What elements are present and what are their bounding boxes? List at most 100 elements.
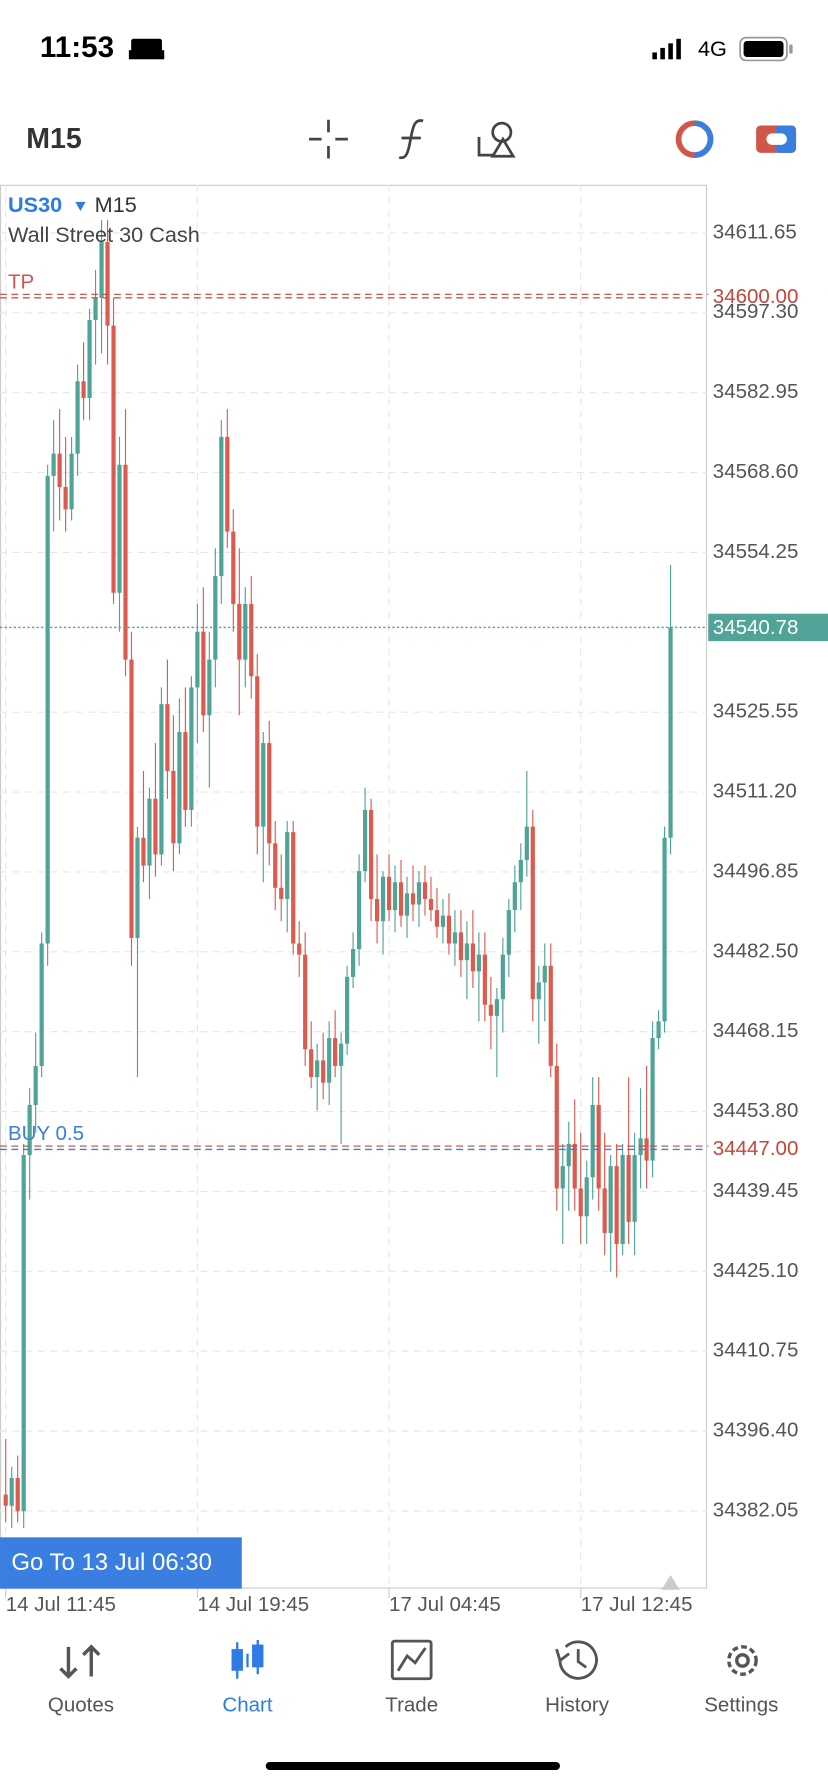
tab-label[interactable]: Quotes bbox=[48, 1694, 114, 1717]
candle-body bbox=[374, 898, 380, 922]
candle-body bbox=[578, 1188, 583, 1217]
candle-body bbox=[566, 1143, 571, 1167]
scroll-marker[interactable] bbox=[661, 1574, 680, 1590]
level-price: 34447.00 bbox=[713, 1137, 799, 1160]
candle-body bbox=[368, 809, 374, 899]
y-tick-label: 34410.75 bbox=[713, 1339, 799, 1362]
home-indicator bbox=[265, 1762, 560, 1770]
candle-body bbox=[69, 453, 74, 510]
candle-body bbox=[548, 965, 553, 1066]
candle-body bbox=[255, 676, 260, 827]
tab-label[interactable]: Trade bbox=[385, 1694, 438, 1717]
candle-body bbox=[303, 954, 308, 1050]
candle-body bbox=[219, 436, 224, 577]
axis: 34611.65 34597.30 34582.95 34568.60 34554.25… bbox=[6, 220, 799, 1616]
symbol-dropdown[interactable] bbox=[75, 201, 86, 211]
objects-tool[interactable] bbox=[477, 121, 516, 158]
candle-body bbox=[650, 1038, 655, 1161]
y-tick-label: 34496.85 bbox=[713, 859, 799, 882]
candle-body bbox=[225, 436, 230, 532]
candle-body bbox=[261, 743, 266, 827]
x-tick-label: 14 Jul 11:45 bbox=[6, 1593, 116, 1616]
y-tick-label: 34453.80 bbox=[713, 1099, 799, 1122]
candle-body bbox=[279, 887, 284, 899]
y-tick-label: 34597.30 bbox=[713, 300, 799, 323]
candle-body bbox=[356, 871, 362, 950]
candle-body bbox=[596, 1104, 601, 1189]
candle-body bbox=[584, 1177, 589, 1217]
signal-icon bbox=[652, 38, 681, 60]
candle-body bbox=[434, 910, 440, 927]
candle-body bbox=[141, 837, 146, 866]
y-tick-label: 34582.95 bbox=[713, 380, 799, 403]
candle-body bbox=[339, 1043, 344, 1066]
current-price: 34540.78 bbox=[713, 616, 799, 639]
candle-body bbox=[422, 882, 428, 899]
candle-body bbox=[386, 876, 392, 911]
tab-label[interactable]: Chart bbox=[222, 1694, 272, 1717]
y-tick-label: 34396.40 bbox=[713, 1419, 799, 1442]
candle-body bbox=[560, 1166, 565, 1189]
trade-toggle[interactable] bbox=[675, 120, 714, 158]
y-tick-label: 34525.55 bbox=[713, 700, 799, 723]
candle-body bbox=[15, 1477, 20, 1512]
y-tick-label: 34554.25 bbox=[713, 540, 799, 563]
one-click-toggle[interactable] bbox=[756, 125, 797, 153]
history-icon bbox=[555, 1640, 598, 1680]
candle-body bbox=[668, 627, 673, 838]
candle-body bbox=[554, 1065, 559, 1189]
crosshair-tool[interactable] bbox=[309, 119, 348, 159]
candle-body bbox=[321, 1060, 326, 1083]
candle-body bbox=[87, 320, 92, 398]
candle-body bbox=[183, 731, 188, 810]
candle-body bbox=[530, 826, 535, 1000]
candle-body bbox=[500, 954, 505, 1000]
y-tick-label: 34468.15 bbox=[713, 1019, 799, 1042]
candle-body bbox=[45, 475, 50, 944]
tab-label[interactable]: History bbox=[545, 1694, 610, 1717]
sleep-icon bbox=[128, 38, 165, 60]
candle-body bbox=[75, 381, 80, 454]
candle-body bbox=[392, 882, 398, 911]
candle-body bbox=[135, 837, 140, 938]
candle-body bbox=[243, 603, 248, 660]
x-tick-label: 14 Jul 19:45 bbox=[197, 1593, 309, 1616]
level-label-bg bbox=[708, 284, 828, 312]
symbol[interactable]: US30 bbox=[8, 192, 62, 217]
chart-timeframe: M15 bbox=[95, 192, 137, 217]
y-tick-label: 34439.45 bbox=[713, 1179, 799, 1202]
y-tick-label: 34382.05 bbox=[713, 1498, 799, 1521]
candle-body bbox=[177, 731, 182, 844]
candle-body bbox=[644, 1138, 649, 1161]
candle-body bbox=[195, 631, 200, 688]
y-tick-label: 34511.20 bbox=[713, 779, 797, 802]
quotes-icon bbox=[59, 1644, 101, 1679]
indicators-tool[interactable] bbox=[398, 119, 424, 160]
candle-body bbox=[237, 603, 242, 660]
candle-body bbox=[416, 882, 422, 905]
grid bbox=[0, 184, 708, 1598]
candle-body bbox=[147, 798, 152, 866]
candle-body bbox=[99, 242, 104, 298]
candle-body bbox=[380, 876, 386, 922]
y-tick-label: 34425.10 bbox=[713, 1259, 799, 1282]
candle-body bbox=[159, 704, 164, 855]
candle-body bbox=[590, 1104, 595, 1178]
candle-body bbox=[614, 1166, 619, 1245]
candle-body bbox=[309, 1049, 314, 1078]
levels: TP 34600.00 BUY 0.5 34447.00 34540.78 bbox=[0, 270, 828, 1164]
candle-body bbox=[51, 453, 56, 476]
candle-body bbox=[476, 954, 481, 972]
timeframe-button[interactable]: M15 bbox=[26, 123, 82, 155]
candle-body bbox=[249, 603, 254, 677]
candle-body bbox=[518, 859, 523, 883]
goto-label[interactable]: Go To 13 Jul 06:30 bbox=[11, 1549, 212, 1576]
tab-label[interactable]: Settings bbox=[704, 1694, 778, 1717]
candle-body bbox=[21, 1155, 26, 1512]
candle-body bbox=[189, 687, 194, 810]
level-label-bg bbox=[708, 1135, 828, 1164]
candle-body bbox=[351, 949, 356, 977]
chart-title: Wall Street 30 Cash bbox=[8, 222, 200, 247]
goto-button[interactable] bbox=[0, 1537, 242, 1589]
